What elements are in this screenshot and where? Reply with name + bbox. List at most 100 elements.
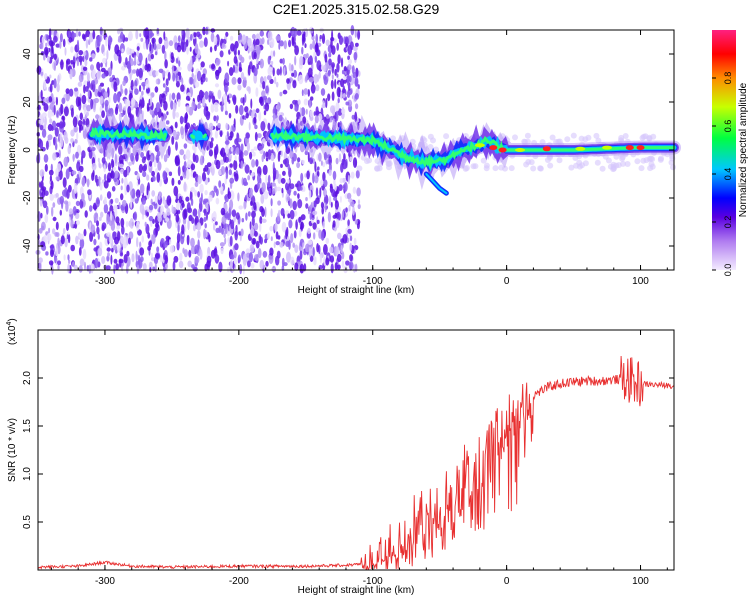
- noise-speck: [335, 219, 340, 229]
- noise-speck: [47, 55, 50, 63]
- noise-speck: [167, 71, 171, 81]
- noise-speck: [355, 42, 359, 47]
- noise-speck: [225, 31, 229, 37]
- noise-speck: [166, 207, 171, 216]
- noise-speck: [206, 202, 209, 213]
- noise-speck: [203, 167, 206, 173]
- noise-speck: [128, 237, 131, 245]
- noise-speck: [324, 194, 329, 205]
- noise-speck: [147, 53, 152, 62]
- noise-speck: [255, 87, 259, 97]
- noise-speck: [227, 60, 230, 67]
- x-tick-label: 0: [504, 276, 510, 287]
- noise-speck: [181, 224, 185, 235]
- noise-speck: [47, 134, 53, 141]
- noise-speck: [280, 150, 283, 157]
- noise-speck: [234, 173, 239, 182]
- noise-speck: [230, 254, 235, 260]
- noise-speck: [140, 151, 145, 158]
- noise-speck: [57, 260, 61, 266]
- noise-speck: [304, 150, 309, 156]
- noise-speck: [314, 115, 319, 124]
- noise-speck: [313, 73, 319, 84]
- noise-speck: [307, 89, 310, 97]
- noise-speck: [354, 93, 359, 100]
- noise-speck: [212, 211, 217, 222]
- noise-speck: [342, 234, 348, 244]
- noise-speck: [139, 33, 142, 38]
- noise-speck: [130, 58, 134, 67]
- noise-speck: [65, 168, 70, 180]
- noise-speck: [352, 206, 355, 216]
- noise-speck: [149, 32, 155, 37]
- noise-speck: [139, 85, 142, 92]
- noise-speck: [302, 242, 305, 248]
- noise-speck: [303, 88, 308, 95]
- halo-speck: [463, 165, 470, 171]
- noise-speck: [43, 154, 49, 163]
- noise-speck: [310, 84, 316, 94]
- ridge-warm: [602, 145, 613, 150]
- noise-speck: [320, 64, 324, 71]
- noise-speck: [245, 132, 250, 139]
- noise-speck: [141, 97, 145, 107]
- noise-speck: [323, 256, 326, 266]
- noise-speck: [153, 159, 157, 168]
- noise-speck: [280, 208, 285, 216]
- noise-speck: [270, 60, 274, 66]
- noise-speck: [229, 131, 234, 139]
- noise-speck: [233, 55, 238, 64]
- noise-speck: [51, 125, 54, 132]
- noise-speck: [56, 163, 62, 172]
- noise-speck: [331, 74, 334, 80]
- noise-speck: [321, 206, 325, 215]
- noise-speck: [233, 118, 236, 128]
- noise-speck: [83, 84, 86, 94]
- noise-speck: [175, 73, 178, 83]
- noise-speck: [109, 210, 113, 221]
- noise-speck: [309, 116, 314, 121]
- halo-speck: [570, 132, 577, 139]
- noise-speck: [103, 164, 106, 173]
- noise-speck: [329, 117, 333, 123]
- halo-speck: [593, 132, 600, 139]
- noise-speck: [172, 102, 177, 112]
- noise-speck: [319, 34, 322, 40]
- noise-speck: [214, 107, 219, 113]
- noise-speck: [282, 170, 286, 176]
- noise-speck: [116, 49, 122, 57]
- noise-speck: [297, 199, 303, 209]
- halo-speck: [443, 133, 450, 140]
- snr-scale-note: (x104): [6, 318, 18, 345]
- noise-speck: [83, 106, 87, 115]
- noise-speck: [220, 149, 224, 156]
- noise-speck: [254, 254, 259, 262]
- noise-speck: [192, 152, 196, 163]
- noise-speck: [81, 33, 86, 40]
- noise-speck: [305, 243, 310, 253]
- noise-speck: [334, 78, 337, 89]
- noise-speck: [278, 42, 281, 50]
- noise-speck: [165, 217, 170, 222]
- noise-speck: [279, 40, 284, 47]
- noise-speck: [332, 170, 337, 181]
- noise-speck: [335, 101, 340, 112]
- noise-speck: [76, 132, 79, 141]
- noise-speck: [44, 116, 47, 127]
- noise-speck: [152, 175, 156, 182]
- halo-speck: [556, 157, 563, 164]
- noise-speck: [86, 104, 91, 112]
- noise-speck: [105, 36, 108, 47]
- noise-speck: [186, 46, 189, 55]
- noise-speck: [182, 247, 185, 254]
- noise-speck: [186, 159, 192, 169]
- noise-speck: [337, 54, 341, 64]
- noise-speck: [98, 161, 101, 168]
- halo-speck: [523, 161, 530, 168]
- noise-speck: [345, 101, 350, 106]
- noise-speck: [307, 67, 313, 79]
- noise-speck: [313, 200, 317, 208]
- noise-speck: [286, 178, 290, 184]
- noise-speck: [40, 212, 43, 219]
- noise-speck: [174, 121, 178, 129]
